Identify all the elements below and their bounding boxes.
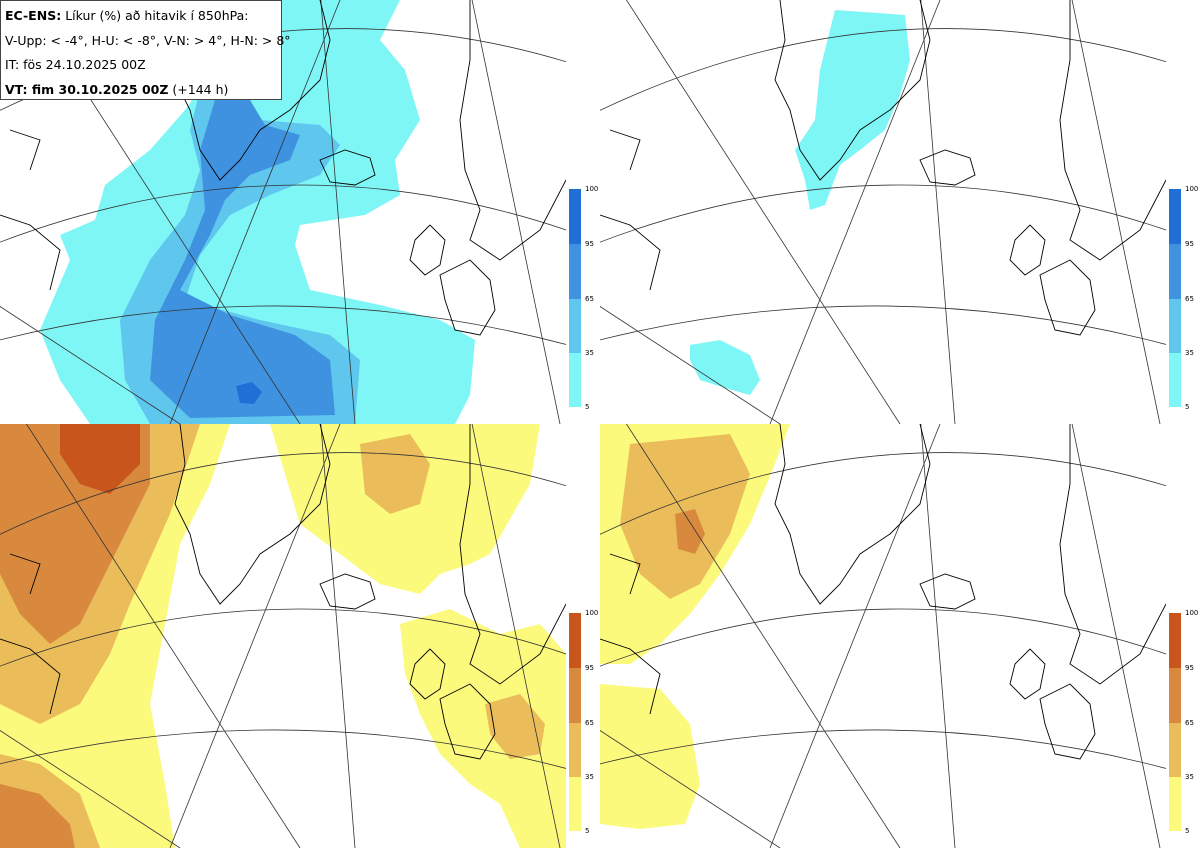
graticule xyxy=(600,424,1166,848)
cbar-tick: 5 xyxy=(585,403,590,411)
cbar-seg-65-95 xyxy=(1169,668,1181,723)
init-time: IT: fös 24.10.2025 00Z xyxy=(5,57,146,72)
graticule xyxy=(0,424,566,848)
graticule xyxy=(600,0,1166,424)
cbar-tick: 95 xyxy=(1185,240,1194,248)
cbar-seg-5-35 xyxy=(569,353,581,407)
coastlines xyxy=(0,424,566,760)
cbar-tick: 5 xyxy=(1185,403,1190,411)
prob-area-65-95 xyxy=(150,100,335,418)
coastlines xyxy=(600,0,1166,336)
cbar-seg-95-100 xyxy=(569,613,581,668)
cbar-tick: 100 xyxy=(585,609,599,617)
cbar-tick: 35 xyxy=(585,773,594,781)
map-panel-cold-anomaly-4 xyxy=(0,0,566,424)
cbar-tick: 65 xyxy=(585,295,594,303)
prob-area-5-35 xyxy=(795,10,910,210)
prob-area-5-35-south xyxy=(600,684,700,829)
cbar-seg-65-95 xyxy=(569,668,581,723)
prob-area-35-65-east xyxy=(485,694,545,759)
cbar-seg-35-65 xyxy=(569,723,581,777)
prob-area-5-35-east xyxy=(400,609,566,848)
cbar-seg-5-35 xyxy=(1169,777,1181,831)
cbar-tick: 5 xyxy=(1185,827,1190,835)
coastlines xyxy=(600,424,1166,760)
prob-area-95-100 xyxy=(60,424,140,494)
info-box: EC-ENS: Líkur (%) að hitavik í 850hPa: V… xyxy=(0,0,291,100)
cbar-tick: 100 xyxy=(1185,185,1199,193)
prob-area-65-95 xyxy=(675,509,705,554)
cbar-tick: 65 xyxy=(1185,719,1194,727)
cbar-seg-65-95 xyxy=(1169,244,1181,299)
prob-area-65-95-south xyxy=(0,784,75,848)
valid-time: VT: fim 30.10.2025 00Z xyxy=(5,81,169,97)
cbar-tick: 5 xyxy=(585,827,590,835)
cbar-seg-35-65 xyxy=(1169,299,1181,353)
cbar-seg-95-100 xyxy=(1169,189,1181,244)
prob-area-5-35-south xyxy=(690,340,760,395)
cbar-seg-95-100 xyxy=(1169,613,1181,668)
map-panel-cold-anomaly-8 xyxy=(600,0,1166,424)
colorbar-top-right: 100 95 65 35 5 xyxy=(1169,185,1198,411)
coastlines xyxy=(0,0,566,336)
cbar-tick: 95 xyxy=(1185,664,1194,672)
lead-time: (+144 h) xyxy=(172,81,229,97)
colorbar-bottom-right: 100 95 65 35 5 xyxy=(1169,609,1198,835)
cbar-tick: 95 xyxy=(585,664,594,672)
map-panel-warm-anomaly-4 xyxy=(0,424,566,848)
model-label: EC-ENS: xyxy=(5,8,62,23)
cbar-seg-35-65 xyxy=(1169,723,1181,777)
graticule xyxy=(0,0,566,424)
cbar-tick: 35 xyxy=(585,349,594,357)
cbar-tick: 65 xyxy=(585,719,594,727)
cbar-tick: 100 xyxy=(585,185,599,193)
colorbar-bottom-left: 100 95 65 35 5 xyxy=(569,609,598,835)
cbar-tick: 100 xyxy=(1185,609,1199,617)
cbar-seg-5-35 xyxy=(569,777,581,831)
cbar-seg-65-95 xyxy=(569,244,581,299)
cbar-seg-95-100 xyxy=(569,189,581,244)
cbar-tick: 35 xyxy=(1185,349,1194,357)
cbar-seg-35-65 xyxy=(569,299,581,353)
prob-area-35-65-north xyxy=(360,434,430,514)
title-label: Líkur (%) að hitavik í 850hPa: xyxy=(65,8,249,23)
threshold-legend: V-Upp: < -4°, H-U: < -8°, V-N: > 4°, H-N… xyxy=(5,32,291,48)
cbar-tick: 65 xyxy=(1185,295,1194,303)
cbar-tick: 35 xyxy=(1185,773,1194,781)
map-panel-warm-anomaly-8 xyxy=(600,424,1166,848)
colorbar-top-left: 100 95 65 35 5 xyxy=(569,185,598,411)
cbar-seg-5-35 xyxy=(1169,353,1181,407)
cbar-tick: 95 xyxy=(585,240,594,248)
prob-area-95-100 xyxy=(236,382,262,404)
